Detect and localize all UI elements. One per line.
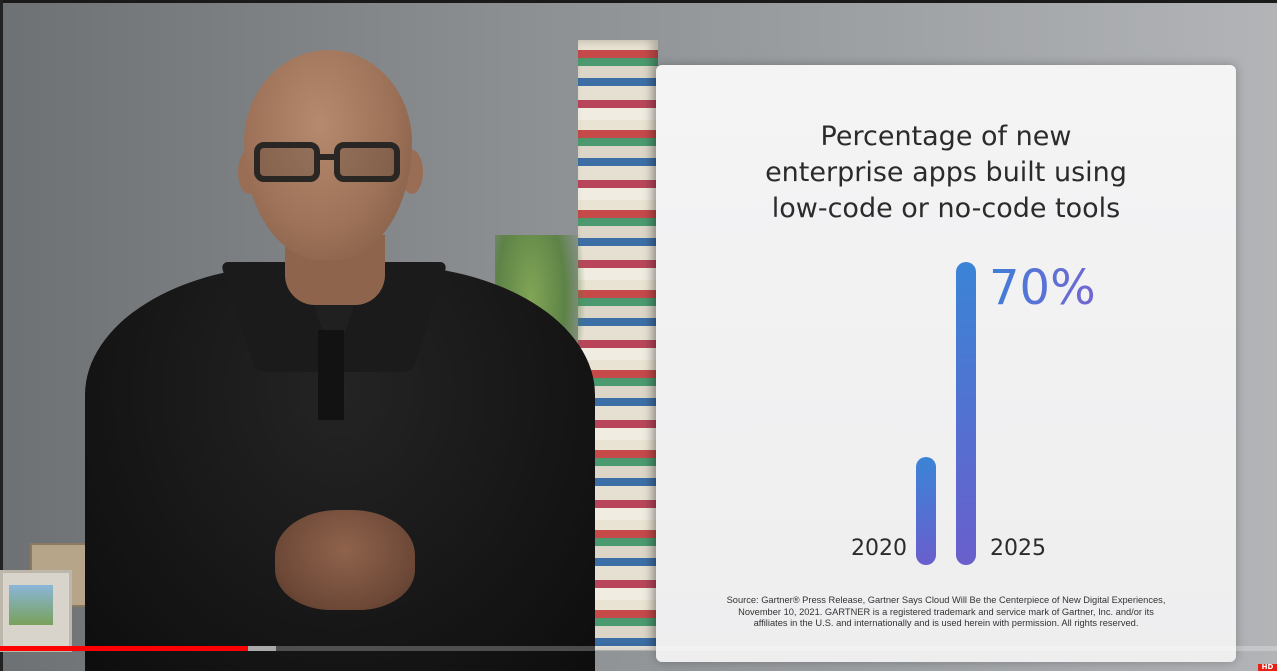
slide-title-line-2: enterprise apps built using bbox=[765, 157, 1127, 188]
progress-bar[interactable] bbox=[0, 646, 1277, 651]
slide-panel: Percentage of new enterprise apps built … bbox=[656, 65, 1236, 662]
glasses-lens-right bbox=[334, 142, 400, 182]
progress-played bbox=[0, 646, 248, 651]
slide-title: Percentage of new enterprise apps built … bbox=[656, 119, 1236, 227]
slide-title-line-3: low-code or no-code tools bbox=[771, 193, 1121, 224]
frame-top-edge bbox=[0, 0, 1277, 3]
shirt-placket bbox=[318, 330, 344, 420]
source-line-1: Source: Gartner® Press Release, Gartner … bbox=[726, 595, 1166, 605]
glasses-bridge bbox=[318, 154, 336, 160]
bar-2025 bbox=[956, 262, 976, 565]
bar-2020 bbox=[916, 456, 936, 565]
source-line-3: affiliates in the U.S. and international… bbox=[753, 618, 1139, 628]
source-line-2: November 10, 2021. GARTNER is a register… bbox=[738, 606, 1154, 617]
presenter-shirt bbox=[85, 265, 595, 671]
value-label-2025: 70% bbox=[989, 260, 1096, 316]
hd-badge: HD bbox=[1258, 664, 1277, 671]
category-label-2020: 2020 bbox=[851, 536, 907, 561]
source-note: Source: Gartner® Press Release, Gartner … bbox=[696, 595, 1196, 630]
presenter bbox=[85, 50, 595, 671]
glasses bbox=[250, 142, 412, 184]
photo-frame bbox=[0, 570, 72, 652]
slide-title-line-1: Percentage of new bbox=[820, 121, 1072, 152]
frame-left-edge bbox=[0, 0, 3, 671]
presenter-hands bbox=[275, 510, 415, 610]
glasses-lens-left bbox=[254, 142, 320, 182]
category-label-2025: 2025 bbox=[990, 536, 1046, 561]
